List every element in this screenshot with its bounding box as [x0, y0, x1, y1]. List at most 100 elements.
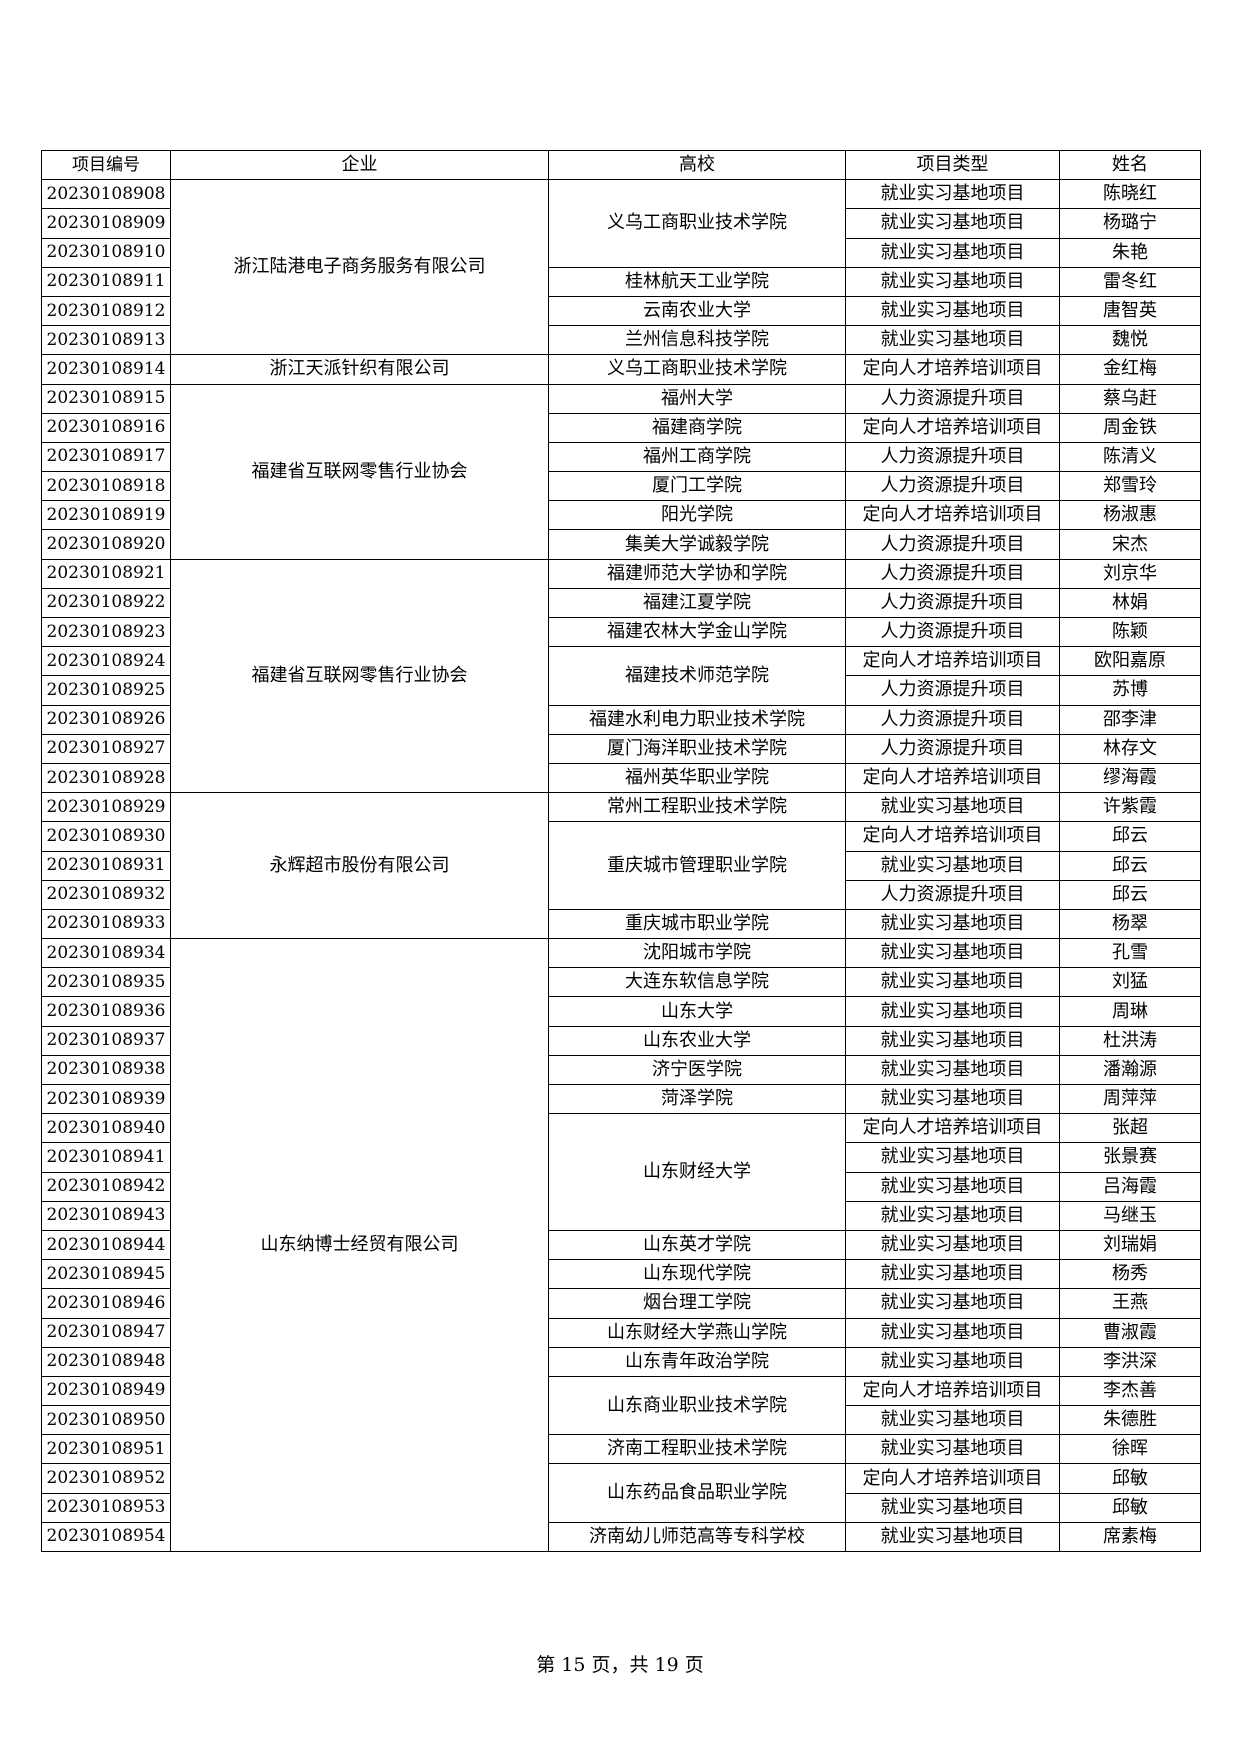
project-type-cell: 人力资源提升项目 — [845, 675, 1060, 706]
school-cell: 云南农业大学 — [548, 295, 846, 327]
table-row: 20230108924 福建技术师范学院 定向人才培养培训项目 欧阳嘉原 — [41, 646, 1201, 706]
school-cell: 厦门海洋职业技术学院 — [548, 733, 846, 764]
project-id-cell: 20230108917 — [41, 441, 171, 473]
person-name-cell: 张超 — [1059, 1113, 1201, 1144]
person-name-cell: 魏悦 — [1059, 325, 1201, 356]
project-id-cell: 20230108926 — [41, 704, 171, 735]
table-row: 20230108925 人力资源提升项目 苏博 — [41, 675, 1201, 706]
person-name-cell: 吕海霞 — [1059, 1171, 1201, 1202]
project-id-cell: 20230108927 — [41, 733, 171, 764]
person-name-cell: 杜洪涛 — [1059, 1025, 1201, 1056]
table-row: 20230108910 就业实习基地项目 朱艳 — [41, 237, 1201, 268]
table-row: 20230108947 山东财经大学燕山学院 就业实习基地项目 曹淑霞 — [41, 1317, 1201, 1348]
table-row: 20230108931 就业实习基地项目 邱云 — [41, 850, 1201, 881]
project-type-cell: 就业实习基地项目 — [845, 996, 1060, 1027]
person-name-cell: 陈晓红 — [1059, 179, 1201, 210]
project-type-cell: 定向人才培养培训项目 — [845, 412, 1060, 443]
enterprise-cell: 永辉超市股份有限公司 — [170, 792, 549, 940]
project-id-cell: 20230108946 — [41, 1288, 171, 1319]
school-cell: 福建水利电力职业技术学院 — [548, 704, 846, 735]
table-row: 20230108939 菏泽学院 就业实习基地项目 周萍萍 — [41, 1083, 1201, 1115]
project-id-cell: 20230108921 — [41, 558, 171, 589]
project-id-cell: 20230108908 — [41, 179, 171, 210]
table-row: 20230108950 就业实习基地项目 朱德胜 — [41, 1405, 1201, 1436]
project-id-cell: 20230108947 — [41, 1317, 171, 1348]
school-cell: 兰州信息科技学院 — [548, 325, 846, 356]
school-cell: 山东商业职业技术学院 — [548, 1375, 846, 1436]
school-cell: 福州英华职业学院 — [548, 762, 846, 794]
page-number: 第 15 页，共 19 页 — [536, 1654, 704, 1676]
project-type-cell: 就业实习基地项目 — [845, 908, 1060, 940]
project-id-cell: 20230108935 — [41, 967, 171, 998]
person-name-cell: 郑雪玲 — [1059, 471, 1201, 502]
project-type-cell: 定向人才培养培训项目 — [845, 1113, 1060, 1144]
school-cell: 重庆城市管理职业学院 — [548, 821, 846, 910]
person-name-cell: 杨璐宁 — [1059, 208, 1201, 239]
project-id-cell: 20230108919 — [41, 500, 171, 531]
project-type-cell: 就业实习基地项目 — [845, 1288, 1060, 1319]
table-row: 20230108917 福州工商学院 人力资源提升项目 陈清义 — [41, 441, 1201, 473]
project-type-cell: 就业实习基地项目 — [845, 1405, 1060, 1436]
person-name-cell: 席素梅 — [1059, 1521, 1201, 1553]
table-row: 20230108914 浙江天派针织有限公司 义乌工商职业技术学院 定向人才培养培训项… — [41, 354, 1201, 385]
project-type-cell: 就业实习基地项目 — [845, 1259, 1060, 1290]
table-row: 20230108921 福建省互联网零售行业协会 福建师范大学协和学院 人力资源提升项… — [41, 558, 1201, 794]
project-type-cell: 人力资源提升项目 — [845, 529, 1060, 560]
person-name-cell: 林娟 — [1059, 587, 1201, 619]
school-cell: 义乌工商职业技术学院 — [548, 354, 846, 385]
person-name-cell: 金红梅 — [1059, 354, 1201, 385]
person-name-cell: 徐晖 — [1059, 1434, 1201, 1465]
project-id-cell: 20230108934 — [41, 938, 171, 969]
table-row: 20230108933 重庆城市职业学院 就业实习基地项目 杨翠 — [41, 908, 1201, 940]
school-cell: 福建师范大学协和学院 — [548, 558, 846, 589]
project-id-cell: 20230108944 — [41, 1229, 171, 1261]
table-row: 20230108916 福建商学院 定向人才培养培训项目 周金铁 — [41, 412, 1201, 443]
enterprise-cell: 山东纳博士经贸有限公司 — [170, 938, 549, 1552]
project-type-cell: 人力资源提升项目 — [845, 616, 1060, 648]
project-id-cell: 20230108931 — [41, 850, 171, 881]
school-cell: 福建商学院 — [548, 412, 846, 443]
project-id-cell: 20230108929 — [41, 792, 171, 823]
person-name-cell: 苏博 — [1059, 675, 1201, 706]
school-cell: 山东现代学院 — [548, 1259, 846, 1290]
table-row: 20230108932 人力资源提升项目 邱云 — [41, 879, 1201, 910]
project-type-cell: 人力资源提升项目 — [845, 558, 1060, 589]
table-row: 20230108949 山东商业职业技术学院 定向人才培养培训项目 李杰善 — [41, 1375, 1201, 1436]
school-cell: 福建农林大学金山学院 — [548, 616, 846, 648]
person-name-cell: 许紫霞 — [1059, 792, 1201, 823]
school-cell: 济南工程职业技术学院 — [548, 1434, 846, 1465]
table-row: 20230108909 就业实习基地项目 杨璐宁 — [41, 208, 1201, 239]
project-id-cell: 20230108937 — [41, 1025, 171, 1056]
project-id-cell: 20230108912 — [41, 295, 171, 327]
person-name-cell: 陈颖 — [1059, 616, 1201, 648]
school-cell: 福建技术师范学院 — [548, 646, 846, 706]
table-row: 20230108938 济宁医学院 就业实习基地项目 潘瀚源 — [41, 1054, 1201, 1086]
project-id-cell: 20230108933 — [41, 908, 171, 940]
project-id-cell: 20230108952 — [41, 1463, 171, 1494]
project-id-cell: 20230108910 — [41, 237, 171, 268]
table-row: 20230108954 济南幼儿师范高等专科学校 就业实习基地项目 席素梅 — [41, 1521, 1201, 1553]
project-type-cell: 人力资源提升项目 — [845, 879, 1060, 910]
project-id-cell: 20230108928 — [41, 762, 171, 794]
project-type-cell: 就业实习基地项目 — [845, 237, 1060, 268]
project-type-cell: 就业实习基地项目 — [845, 1317, 1060, 1348]
project-type-cell: 就业实习基地项目 — [845, 1492, 1060, 1523]
person-name-cell: 邱敏 — [1059, 1463, 1201, 1494]
person-name-cell: 刘瑞娟 — [1059, 1229, 1201, 1261]
project-type-cell: 定向人才培养培训项目 — [845, 762, 1060, 794]
header-name: 姓名 — [1059, 149, 1201, 181]
table-row: 20230108941 就业实习基地项目 张景赛 — [41, 1142, 1201, 1173]
project-id-cell: 20230108951 — [41, 1434, 171, 1465]
table-row: 20230108936 山东大学 就业实习基地项目 周琳 — [41, 996, 1201, 1027]
person-name-cell: 朱艳 — [1059, 237, 1201, 268]
project-type-cell: 就业实习基地项目 — [845, 1025, 1060, 1056]
table-row: 20230108930 重庆城市管理职业学院 定向人才培养培训项目 邱云 — [41, 821, 1201, 910]
project-id-cell: 20230108948 — [41, 1346, 171, 1377]
project-id-cell: 20230108915 — [41, 383, 171, 414]
person-name-cell: 孔雪 — [1059, 938, 1201, 969]
header-enterprise: 企业 — [170, 149, 549, 181]
person-name-cell: 邵李津 — [1059, 704, 1201, 735]
project-type-cell: 就业实习基地项目 — [845, 266, 1060, 297]
project-id-cell: 20230108914 — [41, 354, 171, 385]
person-name-cell: 陈清义 — [1059, 441, 1201, 473]
